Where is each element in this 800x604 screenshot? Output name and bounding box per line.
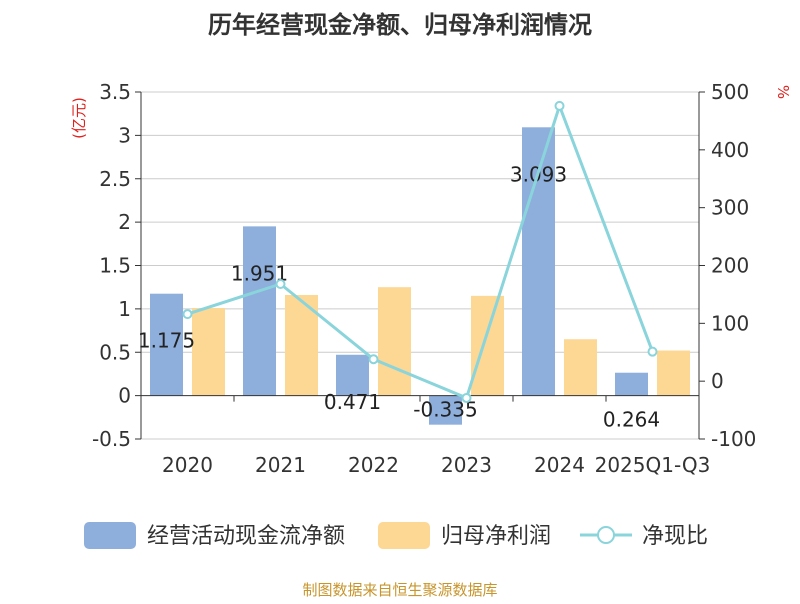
chart-title: 历年经营现金净额、归母净利润情况	[208, 11, 592, 39]
left-axis-tick-label: -0.5	[92, 427, 131, 451]
cashflow-data-label: 0.264	[603, 408, 660, 432]
right-axis-tick-label: 300	[711, 196, 749, 220]
legend-label: 净现比	[642, 524, 708, 549]
left-axis-tick-label: 0	[118, 384, 131, 408]
category-label: 2022	[348, 453, 399, 477]
cashflow-bar	[150, 293, 183, 396]
category-label: 2020	[162, 453, 213, 477]
ratio-point	[368, 354, 379, 365]
right-axis-tick-label: 400	[711, 138, 749, 162]
left-axis-tick-label: 1	[118, 297, 131, 321]
left-axis-tick-label: 1.5	[99, 254, 131, 278]
legend-swatch-profit	[378, 522, 430, 549]
profit-bar	[378, 287, 411, 396]
left-axis-tick-label: 2.5	[99, 167, 131, 191]
right-axis-unit: %	[774, 85, 792, 99]
profit-bar	[564, 339, 597, 396]
ratio-point	[275, 279, 286, 290]
category-label: 2025Q1-Q3	[595, 453, 711, 477]
gridlines	[141, 91, 699, 440]
source-footer: 制图数据来自恒生聚源数据库	[302, 581, 497, 599]
ratio-point	[554, 100, 565, 111]
profit-bar	[471, 295, 504, 396]
legend: 经营活动现金流净额 归母净利润 净现比	[84, 522, 708, 549]
legend-label: 归母净利润	[441, 524, 551, 549]
profit-bar	[657, 350, 690, 396]
cashflow-data-label: 0.471	[324, 390, 381, 414]
left-axis-tick-label: 2	[118, 210, 131, 234]
cashflow-data-label: 1.175	[138, 329, 195, 353]
legend-swatch-ratio-marker	[597, 526, 615, 544]
ratio-point	[182, 309, 193, 320]
ratio-line-path	[187, 101, 654, 400]
category-label: 2023	[441, 453, 492, 477]
left-axis-unit: (亿元)	[70, 97, 88, 139]
ratio-point	[461, 392, 472, 403]
category-label: 2024	[534, 453, 585, 477]
ratio-line	[182, 100, 658, 403]
left-axis-tick-label: 3	[118, 123, 131, 147]
left-axis-tick-label: 3.5	[99, 80, 131, 104]
bars	[150, 127, 690, 425]
right-axis-tick-label: 200	[711, 254, 749, 278]
right-axis-tick-label: 500	[711, 80, 749, 104]
right-axis-tick-label: 0	[711, 369, 724, 393]
right-axis-tick-label: -100	[711, 427, 756, 451]
cashflow-bar	[336, 354, 369, 396]
legend-label: 经营活动现金流净额	[147, 524, 345, 549]
cashflow-bar	[243, 226, 276, 396]
ratio-point	[647, 346, 658, 357]
category-label: 2021	[255, 453, 306, 477]
profit-bar	[192, 308, 225, 396]
legend-swatch-cashflow	[84, 522, 136, 549]
axes: 3.5 3 2.5 2 1.5 1 0.5 0 -0.5 500 400 300 200 100 0 -100…	[92, 80, 756, 477]
right-axis-tick-label: 100	[711, 311, 749, 335]
cashflow-bar	[615, 372, 648, 396]
cashflow-bar	[429, 395, 462, 425]
left-axis-tick-label: 0.5	[99, 340, 131, 364]
